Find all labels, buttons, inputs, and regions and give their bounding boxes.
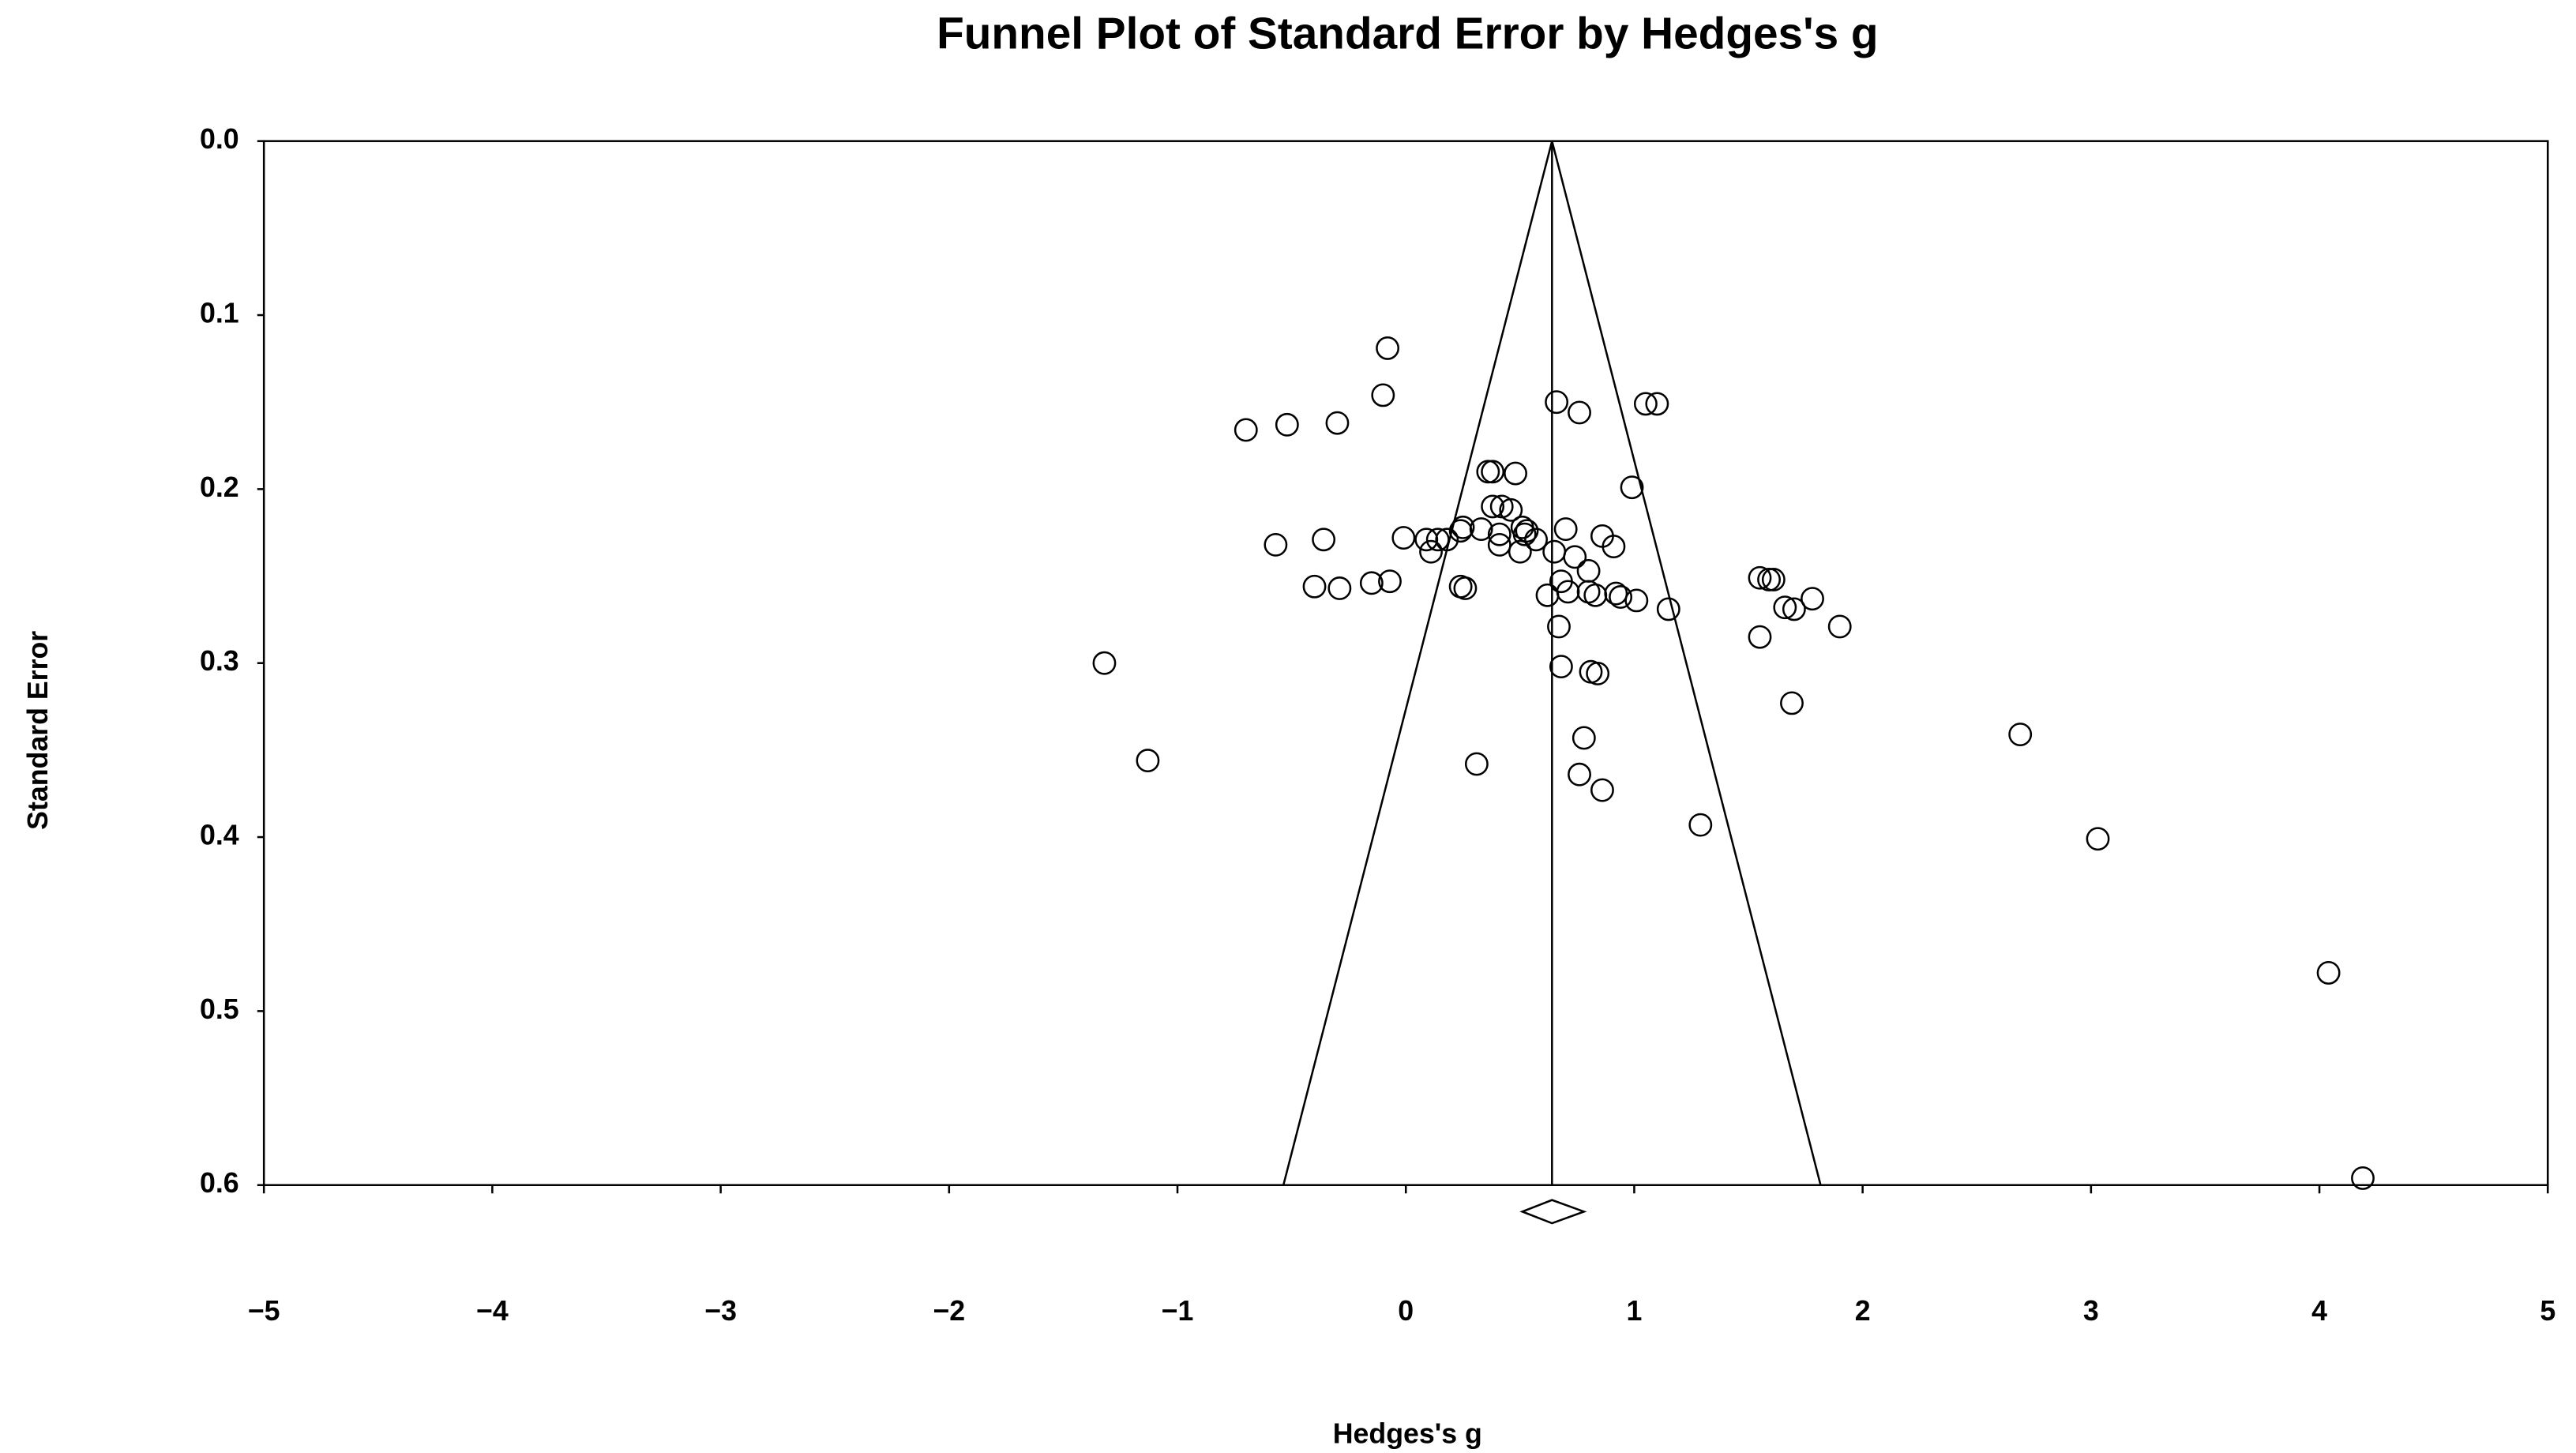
x-tick-label: −3 xyxy=(704,1295,737,1327)
x-tick-label: 2 xyxy=(1855,1295,1871,1327)
y-tick-label: 0.0 xyxy=(200,123,239,155)
study-point xyxy=(2316,960,2341,985)
study-point xyxy=(1302,574,1327,599)
study-point xyxy=(1451,515,1475,539)
study-point xyxy=(1481,460,1505,484)
study-point xyxy=(1572,726,1596,750)
study-point xyxy=(1378,569,1402,594)
study-point xyxy=(1234,418,1258,442)
study-point xyxy=(1425,528,1450,552)
y-tick-label: 0.3 xyxy=(200,645,239,677)
study-point xyxy=(1545,390,1569,415)
x-tick-label: −1 xyxy=(1162,1295,1194,1327)
study-point xyxy=(1391,526,1416,550)
x-tick-label: 1 xyxy=(1626,1295,1642,1327)
y-tick-label: 0.5 xyxy=(200,993,239,1025)
study-point xyxy=(1376,336,1400,360)
study-point xyxy=(1688,813,1713,837)
funnel-left xyxy=(1282,141,1553,1186)
study-point xyxy=(2351,1166,2375,1190)
x-tick-label: 5 xyxy=(2540,1295,2555,1327)
study-point xyxy=(1656,597,1680,621)
study-point xyxy=(1604,581,1628,606)
y-axis-label: Standard Error xyxy=(22,631,54,830)
study-point xyxy=(1464,752,1489,776)
x-tick-label: −5 xyxy=(248,1295,280,1327)
study-point xyxy=(1568,400,1591,425)
study-point xyxy=(1761,568,1786,591)
study-point xyxy=(1549,655,1573,679)
study-point xyxy=(1586,662,1610,685)
study-point xyxy=(1609,585,1633,609)
study-point xyxy=(1508,539,1532,564)
study-point xyxy=(1624,588,1649,613)
y-tick-label: 0.2 xyxy=(200,471,239,503)
study-point xyxy=(1371,383,1395,407)
study-point xyxy=(1092,651,1117,675)
study-point xyxy=(1327,576,1352,600)
x-tick-label: −2 xyxy=(933,1295,965,1327)
study-point xyxy=(1801,587,1824,611)
study-point xyxy=(1275,412,1299,437)
study-point xyxy=(1553,517,1578,541)
study-point xyxy=(1453,576,1478,600)
study-point xyxy=(1524,528,1548,552)
study-point xyxy=(1590,778,1614,802)
x-tick-label: −4 xyxy=(476,1295,509,1327)
study-point xyxy=(1748,625,1772,649)
study-point xyxy=(1773,595,1797,620)
study-point xyxy=(1827,614,1852,639)
study-point xyxy=(1499,497,1523,522)
study-point xyxy=(1419,539,1443,564)
study-point xyxy=(1547,614,1571,639)
study-point xyxy=(1748,565,1772,590)
funnel-right xyxy=(1551,141,1822,1186)
study-point xyxy=(1487,522,1511,546)
study-point xyxy=(1782,597,1806,621)
chart-title: Funnel Plot of Standard Error by Hedges'… xyxy=(937,9,1878,58)
study-point xyxy=(2086,827,2110,851)
x-axis-label: Hedges's g xyxy=(1333,1418,1482,1450)
study-point xyxy=(1312,528,1336,552)
study-point xyxy=(1359,571,1384,595)
study-point xyxy=(2008,723,2033,746)
summary-diamond xyxy=(1519,1199,1587,1225)
study-point xyxy=(1633,392,1658,416)
study-point xyxy=(1535,583,1560,607)
study-point xyxy=(1512,522,1537,546)
x-tick-label: 3 xyxy=(2083,1295,2099,1327)
study-point xyxy=(1481,494,1505,519)
study-point xyxy=(1414,528,1439,552)
study-point xyxy=(1620,475,1644,500)
study-point xyxy=(1563,545,1587,569)
study-point xyxy=(1645,392,1669,416)
x-tick-label: 4 xyxy=(2311,1295,2327,1327)
y-tick-label: 0.1 xyxy=(200,297,239,329)
study-point xyxy=(1264,532,1288,557)
study-point xyxy=(1568,762,1591,787)
x-tick-label: 0 xyxy=(1398,1295,1414,1327)
study-point xyxy=(1504,461,1527,486)
study-point xyxy=(1602,535,1626,559)
study-point xyxy=(1435,528,1459,552)
study-point xyxy=(1136,749,1160,773)
study-point xyxy=(1448,519,1473,543)
study-point xyxy=(1780,691,1804,715)
study-point xyxy=(1325,411,1350,435)
study-point xyxy=(1487,532,1511,557)
y-tick-label: 0.6 xyxy=(200,1167,239,1199)
y-tick-label: 0.4 xyxy=(200,819,239,850)
study-point xyxy=(1515,519,1539,543)
